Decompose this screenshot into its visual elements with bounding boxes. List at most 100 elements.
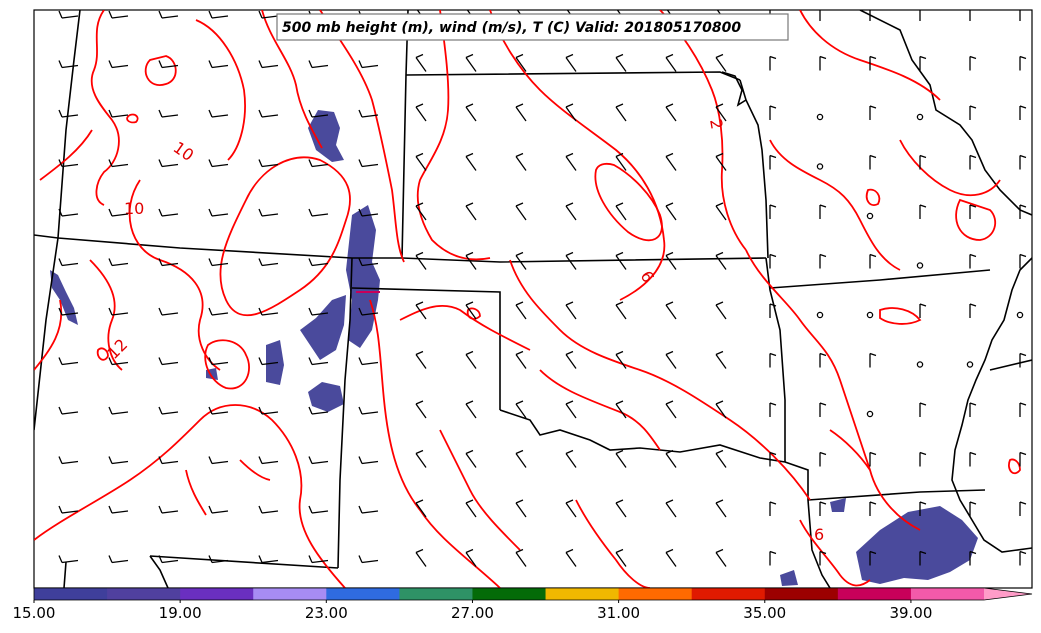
wind-barb-icon [208,555,229,564]
wind-barb-icon [515,548,527,567]
wind-barb-icon [58,307,79,316]
wind-barb-icon [58,406,79,415]
wind-barb-icon [158,258,179,267]
wind-barb-icon [969,105,977,120]
calm-wind-icon [1016,311,1024,319]
wind-barb-icon [715,53,727,72]
calm-wind-icon [816,163,824,170]
wind-barb-icon [515,103,527,122]
wind-barb-icon [769,303,777,318]
wind-barb-icon [415,449,427,468]
wind-barb-icon [415,53,427,72]
calm-wind-icon [866,212,874,220]
wind-barb-icon [1019,550,1027,566]
wind-barb-icon [919,55,927,71]
wind-barb-icon [465,251,477,270]
calm-wind-icon [866,311,874,319]
wind-barb-icon [465,202,477,221]
wind-barb-icon [715,548,727,567]
wind-barb-icon [465,449,477,468]
wind-barb-icon [258,555,279,564]
wind-barb-icon [615,103,627,122]
wind-barb-icon [515,152,527,171]
wind-barb-icon [58,109,79,118]
wind-barb-icon [208,109,229,118]
wind-barb-icon [769,204,777,219]
wind-barb-icon [58,258,79,267]
wind-barb-icon [308,258,329,267]
colorbar-tick-label: 31.00 [597,604,640,622]
wind-barb-icon [208,159,229,168]
wind-barb-icon [515,350,527,369]
temperature-contours [34,10,1021,588]
wind-barb-icon [869,105,877,120]
wind-barb-icon [358,456,379,465]
wind-barb-icon [565,499,577,518]
wind-barb-icon [58,555,79,564]
colorbar-segment [910,588,985,600]
wind-barb-icon [208,10,229,19]
wind-barb-icon [358,258,379,267]
wind-barb-icon [819,253,827,269]
wind-barb-icon [208,357,229,366]
wind-barb-icon [665,103,677,122]
wind-barb-icon [869,451,877,467]
colorbar-segment [837,588,912,600]
colorbar-segment [34,588,108,600]
wind-barb-icon [565,103,577,122]
wind-barb-icon [415,548,427,567]
wind-barb-icon [465,499,477,518]
wind-barb-icon [258,109,279,118]
wind-barb-icon [769,352,777,368]
wind-barb-icon [869,550,877,566]
wind-barb-icon [769,105,777,120]
wind-barb-icon [819,550,827,566]
wind-barb-icon [415,350,427,369]
colorbar-tick-label: 27.00 [451,604,494,622]
wind-barb-icon [565,449,577,468]
wind-barb-icon [58,357,79,366]
contour-label: 10 [124,199,144,218]
wind-barb-icon [869,10,871,21]
wind-barb-icon [565,548,577,567]
wind-barb-icon [819,402,827,417]
wind-barb-icon [308,109,329,118]
wind-barb-icon [969,10,971,21]
wind-barb-icon [158,10,179,19]
wind-barb-icon [308,208,329,217]
wind-barb-icon [308,159,329,168]
wind-barb-icon [358,555,379,564]
wind-barb-icon [258,307,279,316]
wind-barb-icon [1019,501,1027,516]
wind-barb-icon [108,406,129,415]
wind-barb-icon [108,555,129,564]
wind-barb-icon [665,400,677,419]
wind-barb-icon [158,159,179,168]
wind-barb-icon [108,208,129,217]
map-frame [33,9,1033,589]
wind-barb-icon [565,202,577,221]
colorbar-tick-label: 23.00 [305,604,348,622]
wind-barb-icon [615,350,627,369]
wind-barb-icon [1019,402,1027,417]
state-borders [34,10,1032,588]
wind-barb-icon [565,53,577,72]
wind-barb-icon [208,258,229,267]
wind-barb-icon [665,251,677,270]
wind-barb-icon [869,154,877,170]
colorbar-segment [180,588,254,600]
wind-barb-icon [919,204,927,219]
wind-barb-icon [208,456,229,465]
wind-barb-icon [769,253,777,269]
wind-barb-icon [715,499,727,518]
wind-barb-icon [358,60,379,69]
wind-barb-icon [415,152,427,171]
wind-barb-icon [665,53,677,72]
wind-barb-icon [919,303,927,318]
wind-barb-icon [819,204,827,219]
wind-barb-icon [715,251,727,270]
wind-barb-icon [515,400,527,419]
wind-barb-icon [769,55,777,71]
wind-barb-icon [415,202,427,221]
